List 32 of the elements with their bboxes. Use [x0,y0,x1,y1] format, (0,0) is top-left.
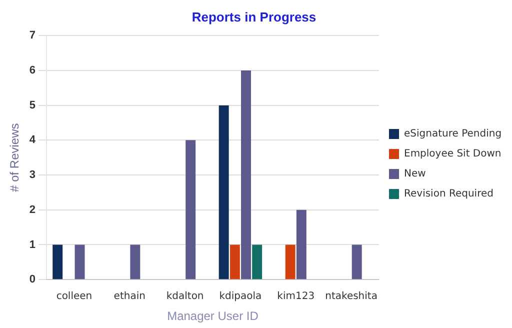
x-tick-label: colleen [56,291,92,302]
y-tick-label: 1 [29,238,36,251]
legend-label: New [404,168,426,180]
y-axis-title: # of Reviews [8,123,22,192]
legend-label: eSignature Pending [404,128,502,140]
bar [130,244,140,280]
legend-label: Employee Sit Down [404,148,502,160]
y-tick-label: 6 [29,64,36,76]
bar [285,244,296,280]
y-tick-label: 4 [29,134,36,146]
y-tick-label: 2 [29,204,36,216]
bar [296,210,306,280]
bar [52,244,63,280]
x-tick-label: kim123 [277,291,315,302]
bar [74,244,85,280]
bar [252,244,262,280]
bar [352,244,362,280]
bar [241,70,251,280]
x-tick-label: ntakeshita [325,291,378,302]
y-tick-label: 5 [29,99,36,112]
x-axis-title: Manager User ID [167,309,259,324]
legend-label: Revision Required [404,188,494,200]
y-tick-label: 7 [29,30,36,42]
chart-title: Reports in Progress [192,9,316,24]
bar [230,244,240,280]
x-tick-label: kdipaola [219,291,262,302]
y-tick-label: 0 [29,274,36,286]
bar [186,140,196,280]
x-tick-label: kdalton [166,291,204,302]
y-tick-label: 3 [29,169,36,182]
x-tick-label: ethain [114,291,146,302]
bar [218,105,229,280]
